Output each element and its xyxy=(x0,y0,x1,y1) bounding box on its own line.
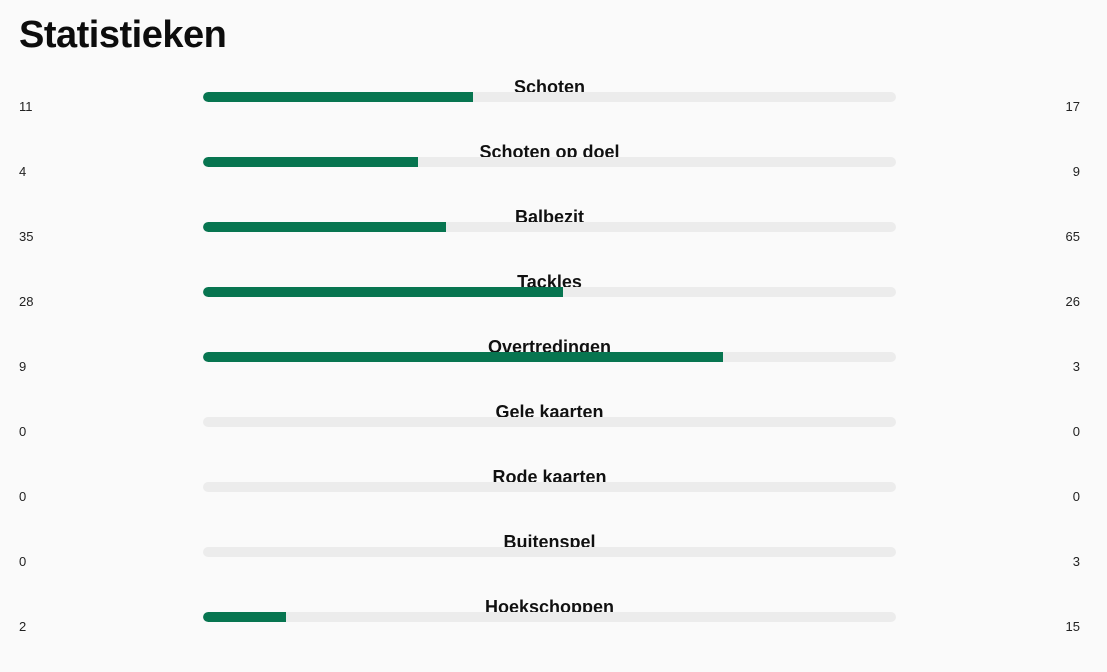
away-value: 3 xyxy=(1072,554,1080,569)
away-value: 9 xyxy=(1072,164,1080,179)
home-value: 35 xyxy=(19,229,34,244)
stat-row: Balbezit 35 65 xyxy=(0,207,1107,272)
away-value: 3 xyxy=(1072,359,1080,374)
stat-row: Schoten 11 17 xyxy=(0,77,1107,142)
stat-bar-track xyxy=(203,287,896,297)
away-value: 0 xyxy=(1072,424,1080,439)
stat-row: Buitenspel 0 3 xyxy=(0,532,1107,597)
stat-row: Tackles 28 26 xyxy=(0,272,1107,337)
stat-bar-fill xyxy=(203,92,474,102)
home-value: 9 xyxy=(19,359,27,374)
stat-row: Overtredingen 9 3 xyxy=(0,337,1107,402)
page-title: Statistieken xyxy=(19,14,227,56)
stat-bar-track xyxy=(203,417,896,427)
home-value: 11 xyxy=(19,99,33,114)
away-value: 0 xyxy=(1072,489,1080,504)
away-value: 26 xyxy=(1065,294,1080,309)
away-value: 15 xyxy=(1065,619,1080,634)
home-value: 0 xyxy=(19,424,27,439)
home-value: 2 xyxy=(19,619,27,634)
home-value: 28 xyxy=(19,294,34,309)
stat-bar-track xyxy=(203,482,896,492)
stat-bar-fill xyxy=(203,287,564,297)
stat-row: Rode kaarten 0 0 xyxy=(0,467,1107,532)
stat-row: Schoten op doel 4 9 xyxy=(0,142,1107,207)
away-value: 17 xyxy=(1065,99,1080,114)
stat-bar-track xyxy=(203,157,896,167)
home-value: 4 xyxy=(19,164,27,179)
stat-bar-track xyxy=(203,222,896,232)
stat-bar-track xyxy=(203,92,896,102)
stat-row: Hoekschoppen 2 15 xyxy=(0,597,1107,662)
stat-bar-track xyxy=(203,547,896,557)
stat-bar-fill xyxy=(203,157,418,167)
stat-bar-fill xyxy=(203,222,446,232)
stat-bar-track xyxy=(203,352,896,362)
stat-bar-track xyxy=(203,612,896,622)
home-value: 0 xyxy=(19,554,27,569)
away-value: 65 xyxy=(1065,229,1080,244)
stat-row: Gele kaarten 0 0 xyxy=(0,402,1107,467)
stat-bar-fill xyxy=(203,352,723,362)
stat-bar-fill xyxy=(203,612,287,622)
home-value: 0 xyxy=(19,489,27,504)
